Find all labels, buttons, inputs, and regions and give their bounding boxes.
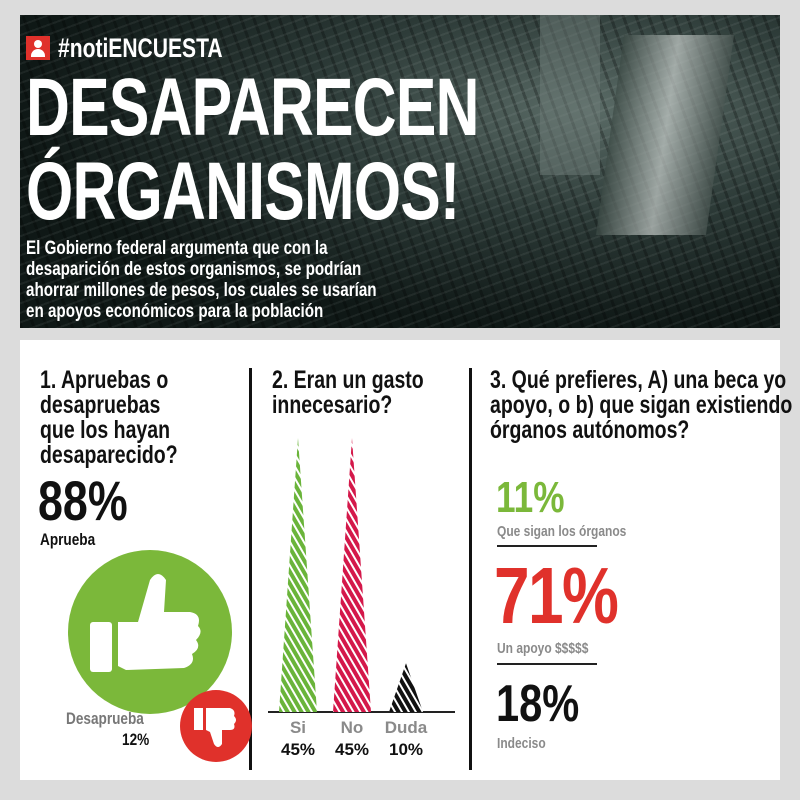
headline-line-2: ÓRGANISMOS! xyxy=(26,146,460,237)
thumbs-down-circle xyxy=(180,690,252,762)
thumbs-down-icon xyxy=(194,708,236,747)
headline-line-1: DESAPARECEN xyxy=(26,62,479,153)
q2-question: 2. Eran un gasto innecesario? xyxy=(272,366,424,419)
data-label-duda: 10% xyxy=(389,740,423,759)
lead-text: El Gobierno federal argumenta que con la… xyxy=(26,238,377,322)
bar-no xyxy=(333,438,371,712)
thumbs-up-icon xyxy=(90,574,201,672)
q3-pct-organos: 11% xyxy=(496,473,565,522)
tick-label-no: No xyxy=(341,718,364,737)
thumbs-up-circle xyxy=(68,550,232,714)
bar-si xyxy=(279,438,317,712)
q1-approve-label: Aprueba xyxy=(40,530,96,549)
q3-label-organos: Que sigan los órganos xyxy=(497,523,627,540)
q3-pct-indeciso: 18% xyxy=(496,675,580,733)
q3-label-apoyo: Un apoyo $$$$$ xyxy=(497,640,589,657)
q1-approve-pct: 88% xyxy=(38,469,128,532)
q3-question: 3. Qué prefieres, A) una beca yo apoyo, … xyxy=(490,366,793,444)
q2-triangle-chart: Si 45% No 45% Duda 10% xyxy=(268,438,455,759)
divider xyxy=(469,368,472,770)
tick-label-si: Si xyxy=(290,718,306,737)
photo-wall xyxy=(540,15,600,175)
divider xyxy=(497,545,597,547)
q1-question: 1. Apruebas o desapruebas que los hayan … xyxy=(40,366,178,469)
q1-disapprove-pct: 12% xyxy=(122,730,150,749)
header-banner xyxy=(20,15,780,328)
hashtag-row: #notiENCUESTA xyxy=(26,33,269,63)
q3-pct-apoyo: 71% xyxy=(494,551,619,640)
divider xyxy=(497,663,597,665)
bar-duda xyxy=(389,663,423,712)
data-label-no: 45% xyxy=(335,740,369,759)
user-logo-icon xyxy=(26,36,50,60)
q3-label-indeciso: Indeciso xyxy=(497,735,546,752)
hashtag: #notiENCUESTA xyxy=(58,33,223,63)
data-label-si: 45% xyxy=(281,740,315,759)
headline: DESAPARECEN ÓRGANISMOS! xyxy=(26,66,479,234)
divider xyxy=(249,368,252,770)
q1-disapprove-label: Desaprueba xyxy=(66,709,144,728)
tick-label-duda: Duda xyxy=(385,718,428,737)
